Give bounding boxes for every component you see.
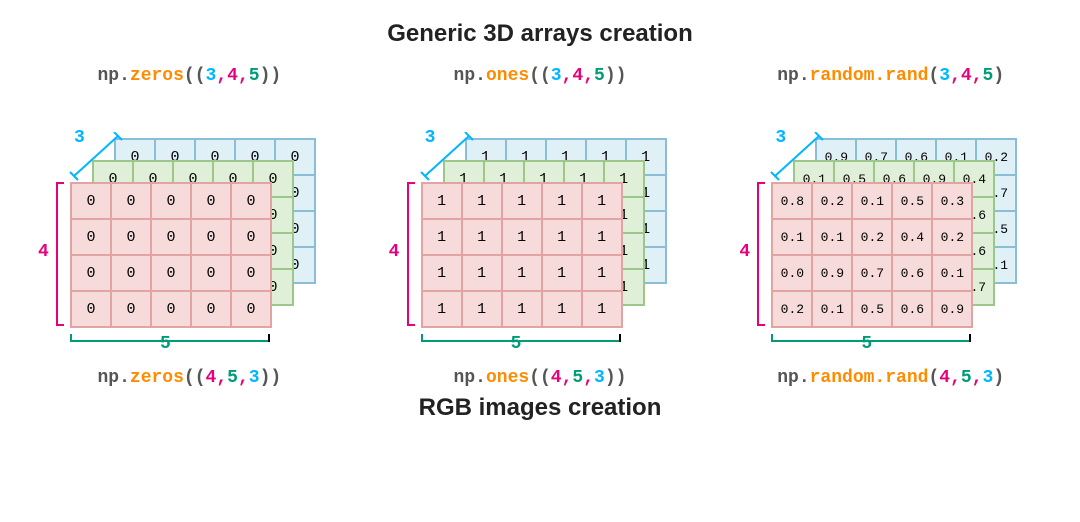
array-cell: 0: [191, 219, 231, 255]
array-layer: 0.80.20.10.50.30.10.10.20.40.20.00.90.70…: [771, 182, 973, 328]
title-bottom: RGB images creation: [20, 394, 1060, 422]
dim-5-label: 5: [160, 334, 171, 354]
array-cell: 1: [422, 183, 462, 219]
array-cell: 0: [231, 219, 271, 255]
dim-3-label: 3: [775, 128, 786, 148]
array-cell: 1: [582, 219, 622, 255]
array-cell: 0.2: [932, 219, 972, 255]
dim-3-label: 3: [74, 128, 85, 148]
array-cell: 0: [191, 291, 231, 327]
array-cell: 0.2: [772, 291, 812, 327]
array-cell: 0.9: [812, 255, 852, 291]
code-bottom: np.random.rand(4,5,3): [721, 368, 1060, 388]
array-cell: 0.3: [932, 183, 972, 219]
array-cell: 0: [151, 183, 191, 219]
array-cell: 0: [71, 291, 111, 327]
array-cell: 1: [462, 219, 502, 255]
array-cell: 0.5: [852, 291, 892, 327]
array-cell: 0.1: [932, 255, 972, 291]
array-cell: 0.1: [852, 183, 892, 219]
array-cell: 0: [191, 255, 231, 291]
array-panel: np.random.rand(3,4,5)0.90.70.60.10.20.70…: [721, 66, 1060, 388]
array-cell: 0: [71, 183, 111, 219]
code-top: np.zeros((3,4,5)): [20, 66, 359, 86]
array-cell: 1: [542, 291, 582, 327]
array-cell: 1: [462, 291, 502, 327]
array-cell: 0: [71, 219, 111, 255]
array-cell: 0: [151, 219, 191, 255]
dim-5-label: 5: [861, 334, 872, 354]
dim-4-label: 4: [739, 242, 750, 262]
array-cell: 0.8: [772, 183, 812, 219]
array-cell: 0.4: [892, 219, 932, 255]
panels-row: np.zeros((3,4,5))00000000000000000000000…: [20, 66, 1060, 388]
array-cell: 0: [231, 291, 271, 327]
bracket-4: [757, 182, 767, 326]
dim-4-label: 4: [389, 242, 400, 262]
array-cell: 1: [502, 183, 542, 219]
dim-4-label: 4: [38, 242, 49, 262]
array-panel: np.ones((3,4,5))111111111111111111111111…: [371, 66, 710, 388]
array-cell: 1: [582, 291, 622, 327]
array-cell: 0.2: [852, 219, 892, 255]
array-cell: 1: [422, 219, 462, 255]
array-cell: 0: [111, 255, 151, 291]
array-cell: 0.2: [812, 183, 852, 219]
dim-3-label: 3: [425, 128, 436, 148]
array-cell: 0.6: [892, 291, 932, 327]
code-bottom: np.ones((4,5,3)): [371, 368, 710, 388]
array-cell: 1: [542, 255, 582, 291]
array-cell: 0.6: [892, 255, 932, 291]
bracket-4: [56, 182, 66, 326]
array-cell: 0: [111, 219, 151, 255]
array-cell: 1: [542, 183, 582, 219]
array-cell: 1: [462, 255, 502, 291]
stack-wrap: 111111111111111111111111111111111111 3 4…: [371, 92, 710, 352]
title-top: Generic 3D arrays creation: [20, 20, 1060, 48]
array-cell: 0.0: [772, 255, 812, 291]
code-bottom: np.zeros((4,5,3)): [20, 368, 359, 388]
code-top: np.ones((3,4,5)): [371, 66, 710, 86]
array-cell: 0.5: [892, 183, 932, 219]
array-cell: 0: [111, 183, 151, 219]
array-cell: 0: [231, 183, 271, 219]
code-top: np.random.rand(3,4,5): [721, 66, 1060, 86]
array-cell: 1: [582, 183, 622, 219]
array-cell: 0: [151, 291, 191, 327]
array-cell: 0: [111, 291, 151, 327]
array-cell: 0: [151, 255, 191, 291]
array-cell: 1: [502, 219, 542, 255]
array-cell: 0: [191, 183, 231, 219]
array-cell: 0: [71, 255, 111, 291]
array-cell: 0.7: [852, 255, 892, 291]
array-cell: 0: [231, 255, 271, 291]
array-cell: 0.9: [932, 291, 972, 327]
bracket-4: [407, 182, 417, 326]
stack-wrap: 000000000000000000000000000000000000 3 4…: [20, 92, 359, 352]
array-cell: 1: [502, 291, 542, 327]
array-cell: 1: [462, 183, 502, 219]
array-cell: 0.1: [812, 219, 852, 255]
array-cell: 1: [422, 255, 462, 291]
array-layer: 00000000000000000000: [70, 182, 272, 328]
array-cell: 1: [582, 255, 622, 291]
array-layer: 11111111111111111111: [421, 182, 623, 328]
array-cell: 0.1: [772, 219, 812, 255]
array-cell: 1: [542, 219, 582, 255]
array-cell: 1: [422, 291, 462, 327]
stack-wrap: 0.90.70.60.10.20.70.50.10.10.50.60.90.40…: [721, 92, 1060, 352]
array-cell: 0.1: [812, 291, 852, 327]
dim-5-label: 5: [511, 334, 522, 354]
array-panel: np.zeros((3,4,5))00000000000000000000000…: [20, 66, 359, 388]
array-cell: 1: [502, 255, 542, 291]
